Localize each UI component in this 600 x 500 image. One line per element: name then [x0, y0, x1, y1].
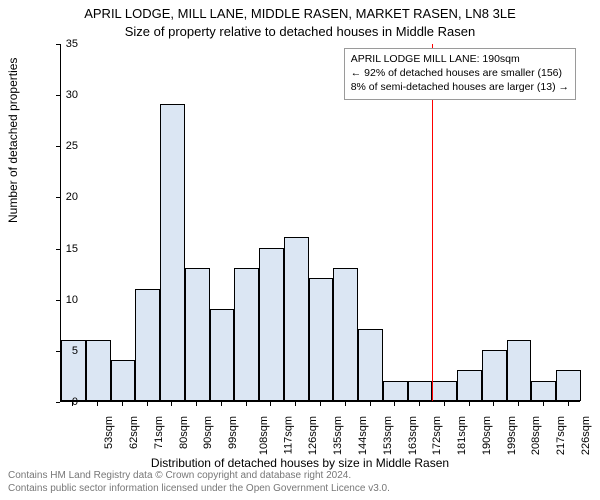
bar [160, 104, 185, 401]
x-tick-label: 108sqm [258, 416, 270, 455]
x-tick-label: 90sqm [202, 416, 214, 449]
bar [86, 340, 111, 401]
x-tick-label: 226sqm [580, 416, 592, 455]
bar [185, 268, 210, 401]
x-tick-label: 71sqm [153, 416, 165, 449]
bar [556, 370, 581, 401]
x-axis-label: Distribution of detached houses by size … [0, 456, 600, 470]
x-tick-mark [97, 402, 98, 406]
plot-area: APRIL LODGE MILL LANE: 190sqm ← 92% of d… [60, 44, 580, 402]
bar [507, 340, 532, 401]
y-tick-mark [56, 146, 60, 147]
bar [531, 381, 556, 401]
x-tick-label: 144sqm [357, 416, 369, 455]
x-tick-label: 208sqm [530, 416, 542, 455]
x-tick-mark [493, 402, 494, 406]
bar [383, 381, 408, 401]
x-tick-label: 53sqm [103, 416, 115, 449]
y-tick-mark [56, 351, 60, 352]
chart-title-main: APRIL LODGE, MILL LANE, MIDDLE RASEN, MA… [0, 6, 600, 21]
y-tick-mark [56, 249, 60, 250]
bar [432, 381, 457, 401]
x-tick-label: 199sqm [506, 416, 518, 455]
bar [135, 289, 160, 402]
x-tick-mark [518, 402, 519, 406]
x-tick-mark [444, 402, 445, 406]
y-tick-mark [56, 44, 60, 45]
bar [284, 237, 309, 401]
x-tick-mark [196, 402, 197, 406]
x-tick-mark [370, 402, 371, 406]
bar [333, 268, 358, 401]
bar [408, 381, 433, 401]
x-tick-label: 172sqm [431, 416, 443, 455]
y-tick-mark [56, 197, 60, 198]
bar [111, 360, 136, 401]
bar [309, 278, 334, 401]
x-tick-label: 62sqm [128, 416, 140, 449]
x-tick-mark [469, 402, 470, 406]
bar [210, 309, 235, 401]
x-tick-mark [171, 402, 172, 406]
x-tick-mark [270, 402, 271, 406]
x-tick-mark [72, 402, 73, 406]
x-tick-mark [320, 402, 321, 406]
footer-attribution: Contains HM Land Registry data © Crown c… [8, 469, 390, 495]
y-tick-mark [56, 402, 60, 403]
x-tick-mark [543, 402, 544, 406]
footer-line-1: Contains HM Land Registry data © Crown c… [8, 469, 390, 482]
y-tick-mark [56, 95, 60, 96]
y-axis-label: Number of detached properties [6, 58, 20, 223]
x-tick-label: 163sqm [407, 416, 419, 455]
chart-title-sub: Size of property relative to detached ho… [0, 24, 600, 39]
x-tick-mark [394, 402, 395, 406]
footer-line-2: Contains public sector information licen… [8, 482, 390, 495]
x-tick-label: 217sqm [555, 416, 567, 455]
bar [234, 268, 259, 401]
x-tick-mark [295, 402, 296, 406]
bar [457, 370, 482, 401]
legend-line-3: 8% of semi-detached houses are larger (1… [351, 80, 569, 94]
legend-line-2: ← 92% of detached houses are smaller (15… [351, 66, 569, 80]
x-tick-mark [221, 402, 222, 406]
legend-line-1: APRIL LODGE MILL LANE: 190sqm [351, 52, 569, 66]
x-tick-label: 181sqm [456, 416, 468, 455]
legend-box: APRIL LODGE MILL LANE: 190sqm ← 92% of d… [344, 48, 576, 100]
bar [358, 329, 383, 401]
y-tick-mark [56, 300, 60, 301]
x-tick-mark [419, 402, 420, 406]
bar [482, 350, 507, 401]
x-tick-mark [147, 402, 148, 406]
x-tick-label: 117sqm [282, 416, 294, 454]
x-tick-label: 153sqm [382, 416, 394, 455]
x-tick-mark [122, 402, 123, 406]
x-tick-mark [345, 402, 346, 406]
x-tick-mark [246, 402, 247, 406]
bar [259, 248, 284, 401]
x-tick-label: 126sqm [308, 416, 320, 455]
x-tick-label: 135sqm [332, 416, 344, 455]
x-tick-label: 99sqm [227, 416, 239, 449]
x-tick-label: 80sqm [178, 416, 190, 449]
x-tick-label: 190sqm [481, 416, 493, 455]
x-tick-mark [568, 402, 569, 406]
